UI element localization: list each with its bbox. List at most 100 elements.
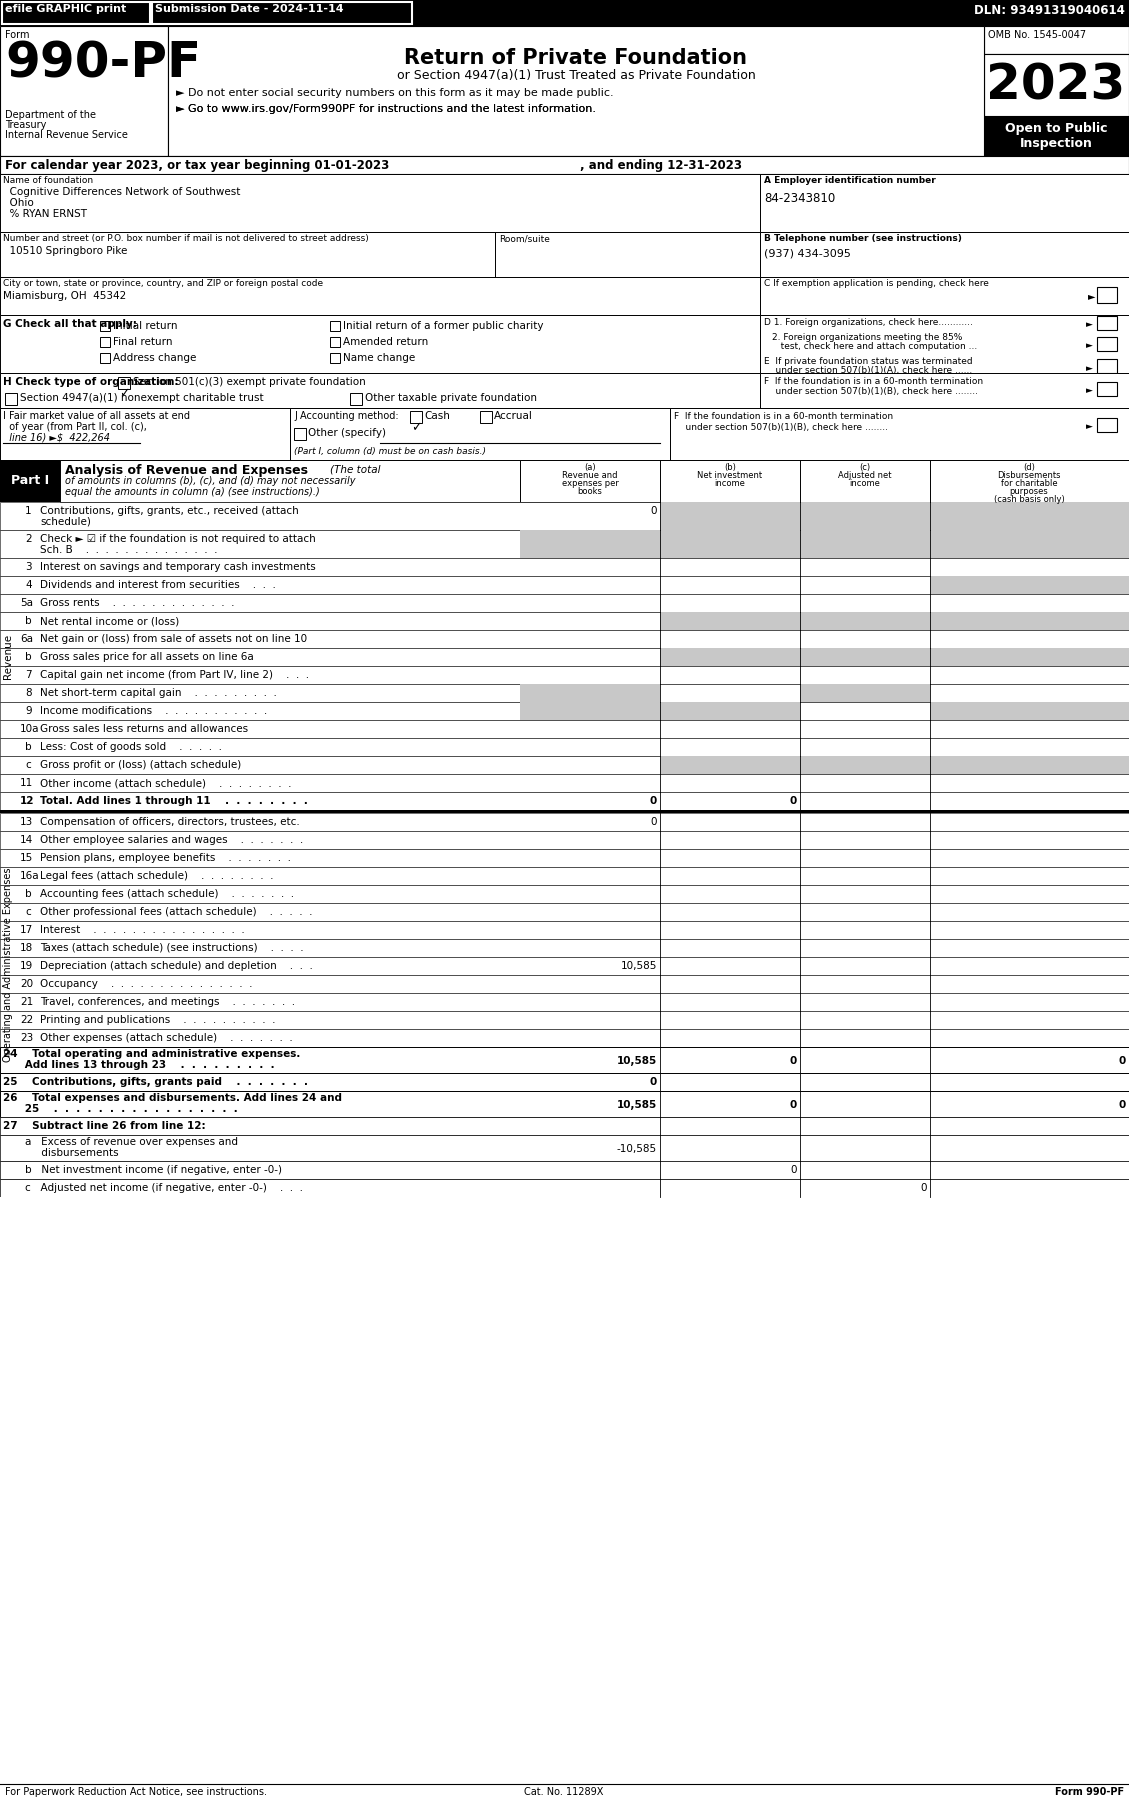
Text: 14: 14	[20, 834, 33, 845]
Text: Net investment: Net investment	[698, 471, 762, 480]
Text: ► Do not enter social security numbers on this form as it may be made public.: ► Do not enter social security numbers o…	[176, 88, 614, 99]
Bar	[0, 683, 1129, 701]
Text: Name change: Name change	[343, 352, 415, 363]
Bar	[0, 174, 760, 232]
Text: 0: 0	[1119, 1100, 1126, 1109]
Text: b: b	[25, 743, 32, 752]
Text: F  If the foundation is in a 60-month termination: F If the foundation is in a 60-month ter…	[764, 378, 983, 387]
Text: ► Go to www.irs.gov/Form990PF for instructions and the latest information.: ► Go to www.irs.gov/Form990PF for instru…	[176, 104, 596, 113]
Text: 0: 0	[790, 1100, 797, 1109]
Text: City or town, state or province, country, and ZIP or foreign postal code: City or town, state or province, country…	[3, 279, 323, 288]
Text: 10510 Springboro Pike: 10510 Springboro Pike	[3, 246, 128, 255]
Text: 2023: 2023	[987, 61, 1126, 110]
Text: 24    Total operating and administrative expenses.: 24 Total operating and administrative ex…	[3, 1048, 300, 1059]
Bar	[669, 408, 1129, 460]
Text: 19: 19	[20, 960, 33, 971]
Text: 0: 0	[1119, 1055, 1126, 1066]
Bar	[520, 460, 1129, 502]
Text: b   Net investment income (if negative, enter -0-): b Net investment income (if negative, en…	[25, 1165, 282, 1176]
Text: 10,585: 10,585	[621, 960, 657, 971]
Bar	[0, 611, 1129, 629]
Text: 17: 17	[20, 924, 33, 935]
Text: Pension plans, employee benefits    .  .  .  .  .  .  .: Pension plans, employee benefits . . . .…	[40, 852, 291, 863]
Text: Travel, conferences, and meetings    .  .  .  .  .  .  .: Travel, conferences, and meetings . . . …	[40, 998, 295, 1007]
Text: Interest on savings and temporary cash investments: Interest on savings and temporary cash i…	[40, 563, 316, 572]
Bar	[5, 394, 17, 405]
Text: 0: 0	[790, 797, 797, 806]
Bar	[410, 412, 422, 423]
Text: a   Excess of revenue over expenses and: a Excess of revenue over expenses and	[25, 1136, 238, 1147]
Bar	[1097, 336, 1117, 351]
Bar	[0, 831, 1129, 849]
Text: 6a: 6a	[20, 635, 33, 644]
Text: Income modifications    .  .  .  .  .  .  .  .  .  .  .: Income modifications . . . . . . . . . .…	[40, 707, 268, 716]
Text: 16a: 16a	[20, 870, 40, 881]
Text: Section 501(c)(3) exempt private foundation: Section 501(c)(3) exempt private foundat…	[133, 378, 366, 387]
Text: Other expenses (attach schedule)    .  .  .  .  .  .  .: Other expenses (attach schedule) . . . .…	[40, 1034, 292, 1043]
Text: Contributions, gifts, grants, etc., received (attach: Contributions, gifts, grants, etc., rece…	[40, 505, 299, 516]
Bar	[294, 428, 306, 441]
Text: Other professional fees (attach schedule)    .  .  .  .  .: Other professional fees (attach schedule…	[40, 906, 313, 917]
Text: ✓: ✓	[119, 387, 130, 399]
Text: schedule): schedule)	[40, 518, 90, 527]
Bar	[330, 336, 340, 347]
Text: 8: 8	[25, 689, 32, 698]
Bar	[0, 992, 1129, 1010]
Bar	[984, 25, 1129, 54]
Text: Final return: Final return	[113, 336, 173, 347]
Bar	[0, 1091, 1129, 1117]
Text: Amended return: Amended return	[343, 336, 428, 347]
Text: -10,585: -10,585	[616, 1144, 657, 1154]
Text: Part I: Part I	[11, 475, 49, 487]
Bar	[0, 156, 1129, 174]
Bar	[0, 647, 1129, 665]
Bar	[0, 811, 1129, 813]
Text: ►: ►	[1086, 387, 1093, 396]
Bar	[0, 315, 760, 372]
Text: Form 990-PF: Form 990-PF	[1054, 1787, 1124, 1796]
Text: Form: Form	[5, 31, 29, 40]
Text: 23: 23	[20, 1034, 33, 1043]
Bar	[0, 502, 1129, 530]
Text: 21: 21	[20, 998, 33, 1007]
Text: Other taxable private foundation: Other taxable private foundation	[365, 394, 537, 403]
Text: ►: ►	[1086, 363, 1093, 372]
Text: books: books	[578, 487, 603, 496]
Text: 11: 11	[20, 779, 33, 788]
Text: 4: 4	[25, 581, 32, 590]
Bar	[0, 719, 1129, 737]
Text: 10,585: 10,585	[616, 1100, 657, 1109]
Text: 990-PF: 990-PF	[5, 40, 201, 88]
Bar	[800, 683, 930, 701]
Text: 26    Total expenses and disbursements. Add lines 24 and: 26 Total expenses and disbursements. Add…	[3, 1093, 342, 1102]
Bar	[520, 530, 1129, 557]
Bar	[0, 1046, 1129, 1073]
Text: % RYAN ERNST: % RYAN ERNST	[3, 209, 87, 219]
Text: A Employer identification number: A Employer identification number	[764, 176, 936, 185]
Text: (The total: (The total	[330, 464, 380, 475]
Text: Gross sales less returns and allowances: Gross sales less returns and allowances	[40, 725, 248, 734]
Text: Sch. B    .  .  .  .  .  .  .  .  .  .  .  .  .  .: Sch. B . . . . . . . . . . . . . .	[40, 545, 218, 556]
Text: b: b	[25, 617, 32, 626]
Bar	[0, 1073, 1129, 1091]
Text: 3: 3	[25, 563, 32, 572]
Text: Miamisburg, OH  45342: Miamisburg, OH 45342	[3, 291, 126, 300]
Text: Accounting fees (attach schedule)    .  .  .  .  .  .  .: Accounting fees (attach schedule) . . . …	[40, 888, 295, 899]
Bar	[1097, 360, 1117, 372]
Text: Adjusted net: Adjusted net	[838, 471, 892, 480]
Bar	[930, 701, 1129, 719]
Text: Section 4947(a)(1) nonexempt charitable trust: Section 4947(a)(1) nonexempt charitable …	[20, 394, 264, 403]
Text: 2: 2	[25, 534, 32, 545]
Bar	[0, 557, 1129, 575]
Text: For calendar year 2023, or tax year beginning 01-01-2023: For calendar year 2023, or tax year begi…	[5, 158, 390, 173]
Bar	[660, 647, 1129, 665]
Bar	[984, 54, 1129, 117]
Text: Submission Date - 2024-11-14: Submission Date - 2024-11-14	[155, 4, 343, 14]
Text: 2. Foreign organizations meeting the 85%: 2. Foreign organizations meeting the 85%	[772, 333, 962, 342]
Text: Gross profit or (loss) (attach schedule): Gross profit or (loss) (attach schedule)	[40, 761, 242, 770]
Bar	[0, 903, 1129, 921]
Text: Operating and Administrative Expenses: Operating and Administrative Expenses	[3, 868, 14, 1063]
Bar	[350, 394, 362, 405]
Bar	[0, 372, 760, 408]
Text: 15: 15	[20, 852, 33, 863]
